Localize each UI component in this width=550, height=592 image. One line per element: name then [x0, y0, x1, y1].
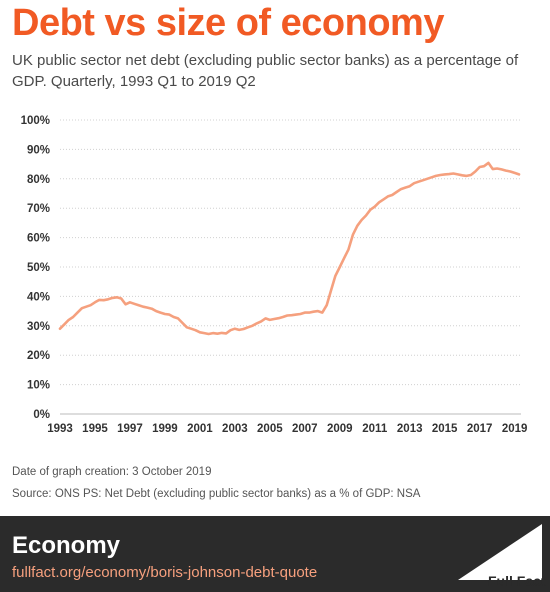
x-tick-label: 2007 — [292, 423, 318, 435]
series-line-debt-percent-gdp — [58, 161, 521, 336]
y-tick-label: 0% — [33, 409, 50, 421]
chart-title: Debt vs size of economy — [12, 2, 444, 44]
graph-creation-date: Date of graph creation: 3 October 2019 — [12, 466, 212, 478]
full-fact-logo-icon: Full Fact — [458, 524, 546, 589]
y-tick-label: 50% — [27, 262, 50, 274]
x-tick-label: 2011 — [362, 423, 388, 435]
y-tick-label: 100% — [21, 115, 50, 127]
series-layer — [58, 161, 521, 336]
chart-subtitle: UK public sector net debt (excluding pub… — [12, 52, 519, 90]
x-tick-label: 2005 — [257, 423, 283, 435]
y-tick-label: 80% — [27, 174, 50, 186]
y-tick-label: 30% — [27, 321, 50, 333]
y-tick-label: 70% — [27, 203, 50, 215]
x-tick-label: 2009 — [327, 423, 353, 435]
x-tick-label: 2015 — [432, 423, 458, 435]
source-note: Source: ONS PS: Net Debt (excluding publ… — [12, 488, 421, 500]
x-tick-label: 2017 — [467, 423, 493, 435]
line-chart: 0%10%20%30%40%50%60%70%80%90%100% 1993 19… — [21, 115, 528, 435]
y-tick-label: 20% — [27, 350, 50, 362]
y-tick-label: 60% — [27, 233, 50, 245]
x-tick-label: 2001 — [187, 423, 213, 435]
x-axis-labels: 1993 1995 1997 1999 2001 2003 2005 2007 2009 2011… — [47, 423, 527, 435]
x-tick-label: 2013 — [397, 423, 423, 435]
gridlines — [60, 119, 521, 415]
logo-text: Full Fact — [488, 573, 546, 589]
y-axis-labels: 0% 10% 20% 30% 40% 50% 60% 70% 80% 90% 100% — [21, 115, 50, 421]
footer-url-link[interactable]: fullfact.org/economy/boris-johnson-debt-… — [12, 564, 318, 581]
y-tick-label: 40% — [27, 291, 50, 303]
footer-bar: Economy fullfact.org/economy/boris-johns… — [0, 516, 550, 592]
x-tick-label: 2003 — [222, 423, 248, 435]
y-tick-label: 90% — [27, 144, 50, 156]
x-tick-label: 1993 — [47, 423, 73, 435]
x-tick-label: 1999 — [152, 423, 178, 435]
x-tick-label: 1997 — [117, 423, 143, 435]
x-tick-label: 2019 — [502, 423, 528, 435]
footer-section-label: Economy — [12, 532, 121, 559]
x-tick-label: 1995 — [82, 423, 108, 435]
y-tick-label: 10% — [27, 380, 50, 392]
